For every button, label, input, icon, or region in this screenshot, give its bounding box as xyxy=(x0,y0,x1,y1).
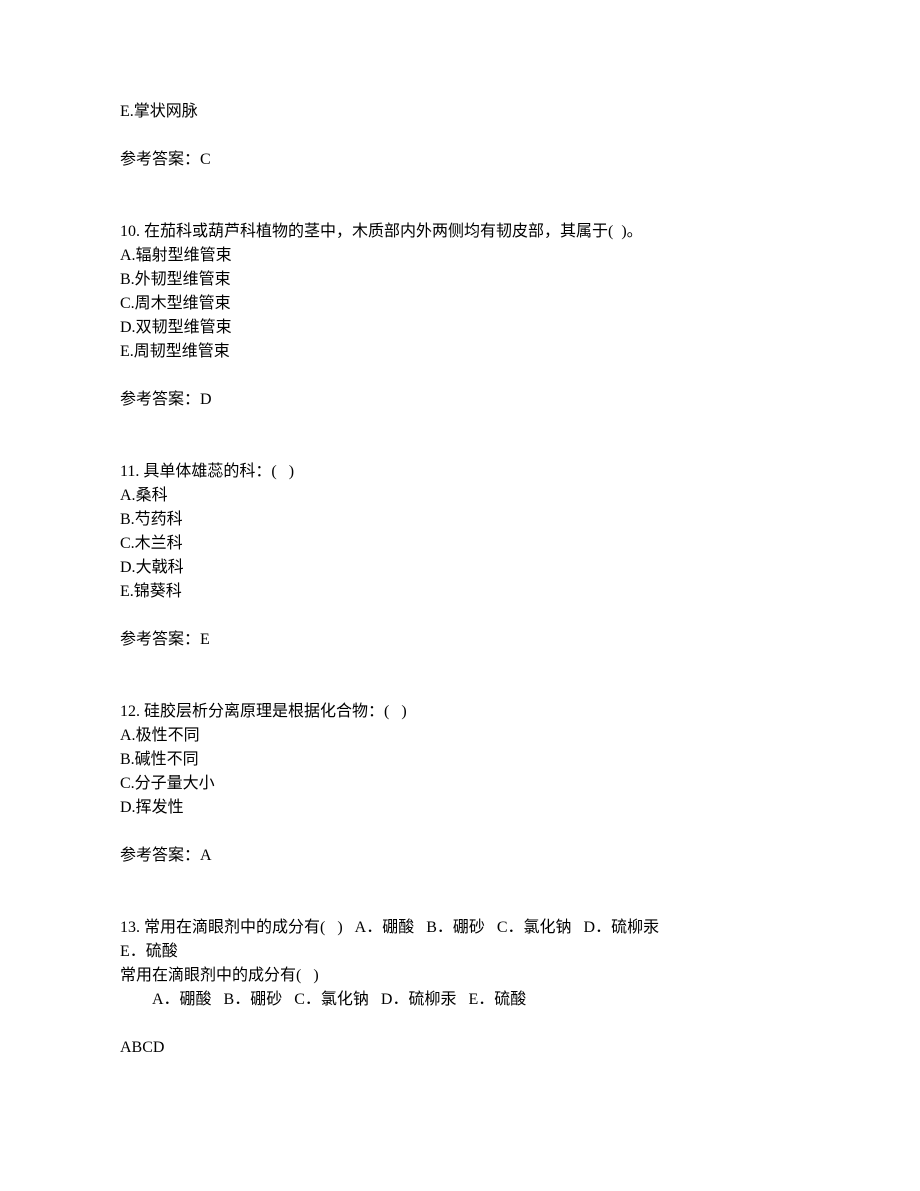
answer-10: 参考答案：D xyxy=(120,388,800,412)
answer-value: ABCD xyxy=(120,1039,164,1056)
answer-12: 参考答案：A xyxy=(120,844,800,868)
option-label: C. xyxy=(120,295,135,312)
option-label: A. xyxy=(120,487,136,504)
option-label: A. xyxy=(120,247,136,264)
option-line: A.辐射型维管束 xyxy=(120,244,800,268)
question-text: 常用在滴眼剂中的成分有( ) xyxy=(120,967,319,984)
option-label: B. xyxy=(120,511,135,528)
question-number: 13. xyxy=(120,919,140,936)
option-line: C.周木型维管束 xyxy=(120,292,800,316)
option-label: E. xyxy=(120,583,134,600)
options-inline: A．硼酸 B．硼砂 C．氯化钠 D．硫柳汞 E．硫酸 xyxy=(120,988,800,1012)
option-label: D. xyxy=(120,559,136,576)
question-13: 13. 常用在滴眼剂中的成分有( ) A．硼酸 B．硼砂 C．氯化钠 D．硫柳汞… xyxy=(120,916,800,1012)
option-text: 碱性不同 xyxy=(135,751,199,768)
option-line: A.桑科 xyxy=(120,484,800,508)
option-line: B.碱性不同 xyxy=(120,748,800,772)
question-repeat: 常用在滴眼剂中的成分有( ) xyxy=(120,964,800,988)
option-line: B.芍药科 xyxy=(120,508,800,532)
option-line: D.大戟科 xyxy=(120,556,800,580)
option-text: 大戟科 xyxy=(136,559,184,576)
option-text: 芍药科 xyxy=(135,511,183,528)
question-11: 11. 具单体雄蕊的科：( ) A.桑科 B.芍药科 C.木兰科 D.大戟科 E… xyxy=(120,460,800,604)
option-label: D. xyxy=(120,319,136,336)
answer-line: 参考答案：D xyxy=(120,388,800,412)
answer-13: ABCD xyxy=(120,1036,800,1060)
options-text: A．硼酸 B．硼砂 C．氯化钠 D．硫柳汞 E．硫酸 xyxy=(152,991,526,1008)
option-text: 桑科 xyxy=(136,487,168,504)
option-text: 挥发性 xyxy=(136,799,184,816)
option-label: C. xyxy=(120,535,135,552)
answer-line: ABCD xyxy=(120,1036,800,1060)
option-line: B.外韧型维管束 xyxy=(120,268,800,292)
option-line: C.分子量大小 xyxy=(120,772,800,796)
option-label: A. xyxy=(120,727,136,744)
answer-11: 参考答案：E xyxy=(120,628,800,652)
orphan-option-block: E.掌状网脉 xyxy=(120,100,800,124)
answer-value: E xyxy=(200,631,210,648)
question-text: 在茄科或葫芦科植物的茎中，木质部内外两侧均有韧皮部，其属于( )。 xyxy=(144,223,643,240)
option-text: 双韧型维管束 xyxy=(136,319,232,336)
question-text: 具单体雄蕊的科：( ) xyxy=(143,463,294,480)
option-line: D.双韧型维管束 xyxy=(120,316,800,340)
question-stem: 12. 硅胶层析分离原理是根据化合物：( ) xyxy=(120,700,800,724)
answer-value: C xyxy=(200,151,211,168)
question-stem: 10. 在茄科或葫芦科植物的茎中，木质部内外两侧均有韧皮部，其属于( )。 xyxy=(120,220,800,244)
question-text: 硅胶层析分离原理是根据化合物：( ) xyxy=(144,703,407,720)
answer-line: 参考答案：A xyxy=(120,844,800,868)
answer-line: 参考答案：E xyxy=(120,628,800,652)
answer-value: D xyxy=(200,391,212,408)
answer-label: 参考答案： xyxy=(120,631,200,648)
question-stem-line2: E．硫酸 xyxy=(120,940,800,964)
option-line: E.掌状网脉 xyxy=(120,100,800,124)
answer-label: 参考答案： xyxy=(120,847,200,864)
option-label: B. xyxy=(120,271,135,288)
option-text: 外韧型维管束 xyxy=(135,271,231,288)
option-label: D. xyxy=(120,799,136,816)
option-text: 锦葵科 xyxy=(134,583,182,600)
option-line: C.木兰科 xyxy=(120,532,800,556)
answer-value: A xyxy=(200,847,212,864)
option-line: E.周韧型维管束 xyxy=(120,340,800,364)
option-line: D.挥发性 xyxy=(120,796,800,820)
question-text: E．硫酸 xyxy=(120,943,178,960)
orphan-answer-block: 参考答案：C xyxy=(120,148,800,172)
question-10: 10. 在茄科或葫芦科植物的茎中，木质部内外两侧均有韧皮部，其属于( )。 A.… xyxy=(120,220,800,364)
question-12: 12. 硅胶层析分离原理是根据化合物：( ) A.极性不同 B.碱性不同 C.分… xyxy=(120,700,800,820)
option-label: E. xyxy=(120,343,134,360)
answer-label: 参考答案： xyxy=(120,391,200,408)
question-number: 11. xyxy=(120,463,139,480)
option-line: A.极性不同 xyxy=(120,724,800,748)
option-text: 周木型维管束 xyxy=(135,295,231,312)
question-text: 常用在滴眼剂中的成分有( ) A．硼酸 B．硼砂 C．氯化钠 D．硫柳汞 xyxy=(144,919,659,936)
option-text: 分子量大小 xyxy=(135,775,215,792)
option-label: C. xyxy=(120,775,135,792)
option-line: E.锦葵科 xyxy=(120,580,800,604)
option-text: 极性不同 xyxy=(136,727,200,744)
option-text: 掌状网脉 xyxy=(134,103,198,120)
answer-line: 参考答案：C xyxy=(120,148,800,172)
question-number: 10. xyxy=(120,223,140,240)
question-number: 12. xyxy=(120,703,140,720)
question-stem: 11. 具单体雄蕊的科：( ) xyxy=(120,460,800,484)
question-stem-line1: 13. 常用在滴眼剂中的成分有( ) A．硼酸 B．硼砂 C．氯化钠 D．硫柳汞 xyxy=(120,916,800,940)
option-text: 周韧型维管束 xyxy=(134,343,230,360)
option-label: B. xyxy=(120,751,135,768)
answer-label: 参考答案： xyxy=(120,151,200,168)
option-text: 辐射型维管束 xyxy=(136,247,232,264)
option-label: E. xyxy=(120,103,134,120)
option-text: 木兰科 xyxy=(135,535,183,552)
